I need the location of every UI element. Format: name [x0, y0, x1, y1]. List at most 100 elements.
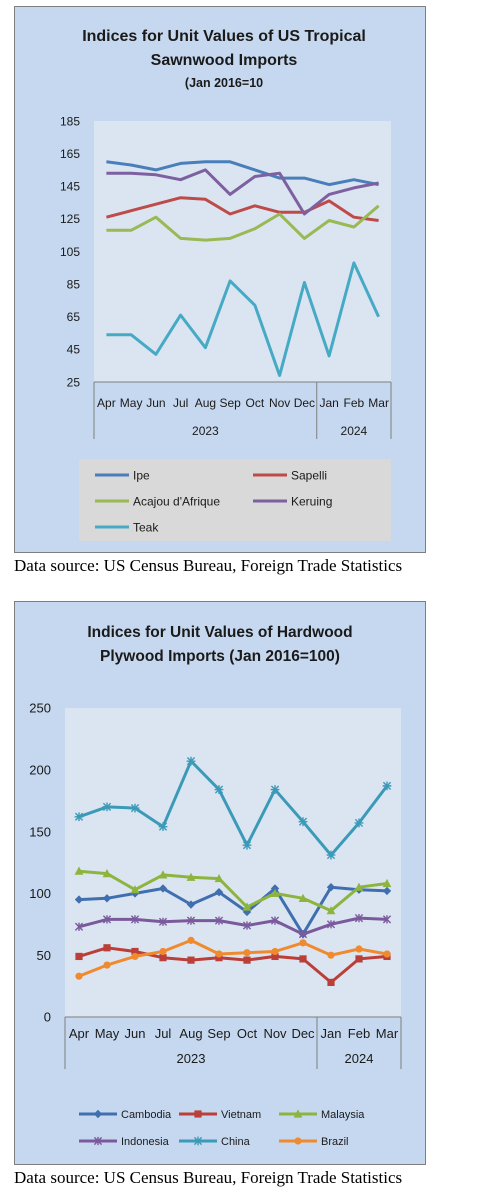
series-vietnam — [75, 944, 391, 986]
data-point-malaysia — [382, 878, 392, 888]
y-tick-label: 200 — [29, 762, 51, 777]
data-point-china — [382, 781, 392, 791]
y-tick-label: 100 — [29, 886, 51, 901]
data-point-brazil — [355, 945, 363, 953]
x-tick-label: Feb — [344, 396, 365, 410]
x-tick-label: May — [120, 396, 143, 410]
y-tick-label: 0 — [44, 1010, 51, 1025]
x-tick-label: Sep — [207, 1026, 230, 1041]
legend-item-china: China — [179, 1136, 251, 1148]
x-tick-label: Jan — [319, 396, 338, 410]
data-point-indonesia — [102, 915, 112, 924]
legend-label-vietnam: Vietnam — [221, 1109, 261, 1121]
y-tick-label: 145 — [60, 180, 80, 194]
data-point-brazil — [327, 951, 335, 959]
data-point-brazil — [215, 950, 223, 958]
data-point-brazil — [103, 961, 111, 969]
x-tick-label: Apr — [97, 396, 116, 410]
x-tick-label: May — [95, 1026, 120, 1041]
data-point-china — [158, 822, 168, 832]
data-point-vietnam — [243, 956, 251, 964]
x-tick-label: Aug — [179, 1026, 202, 1041]
plot-area — [65, 708, 401, 1017]
legend-label-keruing: Keruing — [291, 494, 332, 508]
data-point-cambodia — [382, 886, 392, 896]
legend-item-ipe: Ipe — [95, 468, 150, 482]
data-point-indonesia — [382, 915, 392, 924]
series-china — [74, 756, 392, 860]
series-indonesia — [74, 914, 392, 939]
data-point-china — [186, 756, 196, 766]
data-point-cambodia — [214, 887, 224, 897]
x-tick-label: Jul — [173, 396, 188, 410]
data-point-malaysia — [102, 869, 112, 878]
series-cambodia — [74, 883, 392, 939]
legend-marker-vietnam — [194, 1110, 202, 1118]
data-point-brazil — [299, 939, 307, 947]
x-tick-label: Mar — [376, 1026, 399, 1041]
data-point-vietnam — [103, 944, 111, 952]
series-teak — [106, 261, 380, 377]
legend-item-cambodia: Cambodia — [79, 1109, 172, 1121]
x-tick-label: Aug — [195, 396, 216, 410]
data-point-china — [354, 818, 364, 828]
y-tick-label: 165 — [60, 147, 80, 161]
data-point-vietnam — [75, 952, 83, 961]
data-point-indonesia — [214, 916, 224, 925]
data-point-china — [242, 840, 252, 850]
x-tick-label: Nov — [263, 1026, 287, 1041]
x-tick-label: Oct — [237, 1026, 258, 1041]
x-tick-label: Oct — [246, 396, 265, 410]
data-source-note: Data source: US Census Bureau, Foreign T… — [14, 1168, 403, 1187]
data-point-indonesia — [298, 930, 308, 939]
series-line-malaysia — [78, 869, 388, 913]
data-point-vietnam — [299, 955, 307, 963]
legend-item-teak: Teak — [95, 520, 159, 534]
series-line-brazil — [78, 938, 388, 978]
data-point-brazil — [131, 952, 139, 961]
x-tick-label: Nov — [269, 396, 290, 410]
y-tick-label: 45 — [67, 343, 81, 357]
data-point-cambodia — [102, 894, 112, 903]
sawnwood-chart-panel: Indices for Unit Values of US Tropical Sa… — [14, 6, 426, 553]
legend-label-indonesia: Indonesia — [121, 1136, 170, 1148]
data-point-indonesia — [130, 915, 140, 924]
legend-label-ipe: Ipe — [133, 468, 150, 482]
data-source-note: Data source: US Census Bureau, Foreign T… — [14, 556, 403, 575]
legend-label-sapelli: Sapelli — [291, 468, 327, 482]
legend-marker-brazil — [294, 1137, 302, 1145]
series-line-sapelli — [106, 196, 379, 222]
data-point-indonesia — [186, 916, 196, 925]
data-point-brazil — [271, 947, 279, 956]
data-point-cambodia — [158, 884, 168, 893]
chart-title: Sawnwood Imports — [151, 52, 298, 69]
data-point-malaysia — [74, 866, 84, 875]
series-line-china — [78, 759, 389, 857]
data-point-vietnam — [159, 954, 167, 962]
plywood-chart: Indices for Unit Values of Hardwood Plywo… — [29, 624, 402, 1154]
x-tick-label: Jun — [146, 396, 165, 410]
legend — [73, 1100, 371, 1154]
data-point-china — [214, 785, 224, 794]
plot-area — [94, 121, 391, 382]
year-group-label: 2023 — [192, 424, 219, 438]
x-tick-label: Sep — [219, 396, 241, 410]
series-line-vietnam — [78, 946, 388, 984]
chart-title: Plywood Imports (Jan 2016=100) — [100, 648, 340, 665]
data-point-vietnam — [327, 978, 335, 986]
data-point-indonesia — [158, 917, 168, 926]
data-point-indonesia — [74, 922, 84, 931]
y-tick-label: 125 — [60, 212, 80, 226]
data-point-vietnam — [187, 956, 195, 964]
y-tick-label: 65 — [67, 310, 81, 324]
year-group-label: 2024 — [341, 424, 368, 438]
data-point-china — [130, 803, 140, 813]
data-point-indonesia — [270, 916, 280, 925]
data-point-brazil — [383, 950, 391, 958]
data-point-china — [298, 817, 308, 827]
series-ipe — [106, 160, 379, 187]
series-keruing — [106, 168, 379, 216]
data-point-malaysia — [214, 873, 224, 883]
y-tick-label: 85 — [67, 277, 81, 291]
legend-item-vietnam: Vietnam — [179, 1109, 261, 1121]
